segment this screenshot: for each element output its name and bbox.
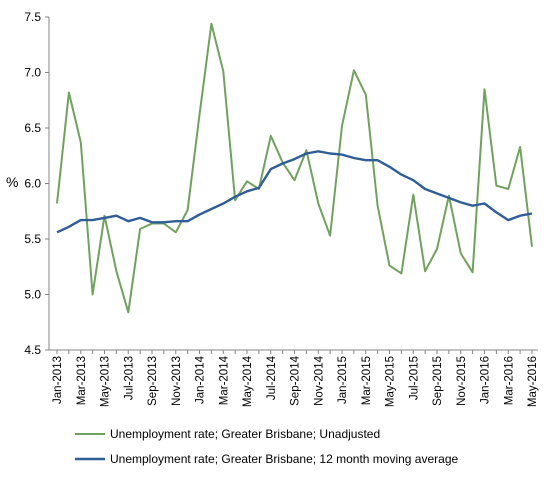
y-tick-label: 7.5 xyxy=(24,10,41,24)
x-tick-label: Jan-2013 xyxy=(52,356,64,404)
x-tick-label: Jul-2014 xyxy=(266,355,278,400)
x-tick-label: Jan-2014 xyxy=(195,355,207,404)
y-tick-label: 4.5 xyxy=(24,343,41,357)
x-tick-label: Sep-2015 xyxy=(432,356,444,406)
moving-average-series-line xyxy=(56,150,533,234)
x-tick-label: Nov-2015 xyxy=(456,356,468,406)
y-tick-label: 7.0 xyxy=(24,66,41,80)
x-tick-label: Jul-2013 xyxy=(123,356,135,400)
x-tick-label: Jan-2016 xyxy=(480,356,492,404)
legend-label: Unemployment rate; Greater Brisbane; Una… xyxy=(110,427,380,441)
x-tick-label: Mar-2014 xyxy=(218,355,230,405)
legend: Unemployment rate; Greater Brisbane; Una… xyxy=(75,427,459,466)
x-tick-label: May-2013 xyxy=(100,356,112,407)
axes: % xyxy=(6,17,538,351)
x-tick-label: Jan-2015 xyxy=(337,356,349,404)
x-tick-label: Sep-2014 xyxy=(290,355,302,405)
x-tick-label: Nov-2014 xyxy=(313,355,325,405)
y-tick-label: 6.0 xyxy=(24,177,41,191)
x-tick-label: Mar-2016 xyxy=(503,356,515,405)
y-tick-label: 5.5 xyxy=(24,232,41,246)
y-axis-title: % xyxy=(6,174,18,190)
legend-label: Unemployment rate; Greater Brisbane; 12 … xyxy=(110,452,459,466)
x-tick-label: May-2016 xyxy=(527,356,539,407)
y-tick-label: 6.5 xyxy=(24,121,41,135)
x-tick-label: Mar-2013 xyxy=(76,356,88,405)
x-tick-label: May-2015 xyxy=(385,356,397,407)
x-tick-label: May-2014 xyxy=(242,355,254,407)
series-lines xyxy=(56,22,533,314)
y-tick-label: 5.0 xyxy=(24,288,41,302)
x-tick-label: Sep-2013 xyxy=(147,356,159,406)
y-ticks: 4.5 5.0 5.5 6.0 6.5 7.0 7.5 xyxy=(24,10,49,357)
x-tick-label: Jul-2015 xyxy=(408,356,420,400)
unadjusted-series-line xyxy=(56,22,533,314)
x-ticks: Jan-2013 Mar-2013 May-2013 Jul-2013 Sep-2013… xyxy=(52,350,539,407)
x-tick-label: Nov-2013 xyxy=(171,356,183,406)
x-tick-label: Mar-2015 xyxy=(361,356,373,405)
